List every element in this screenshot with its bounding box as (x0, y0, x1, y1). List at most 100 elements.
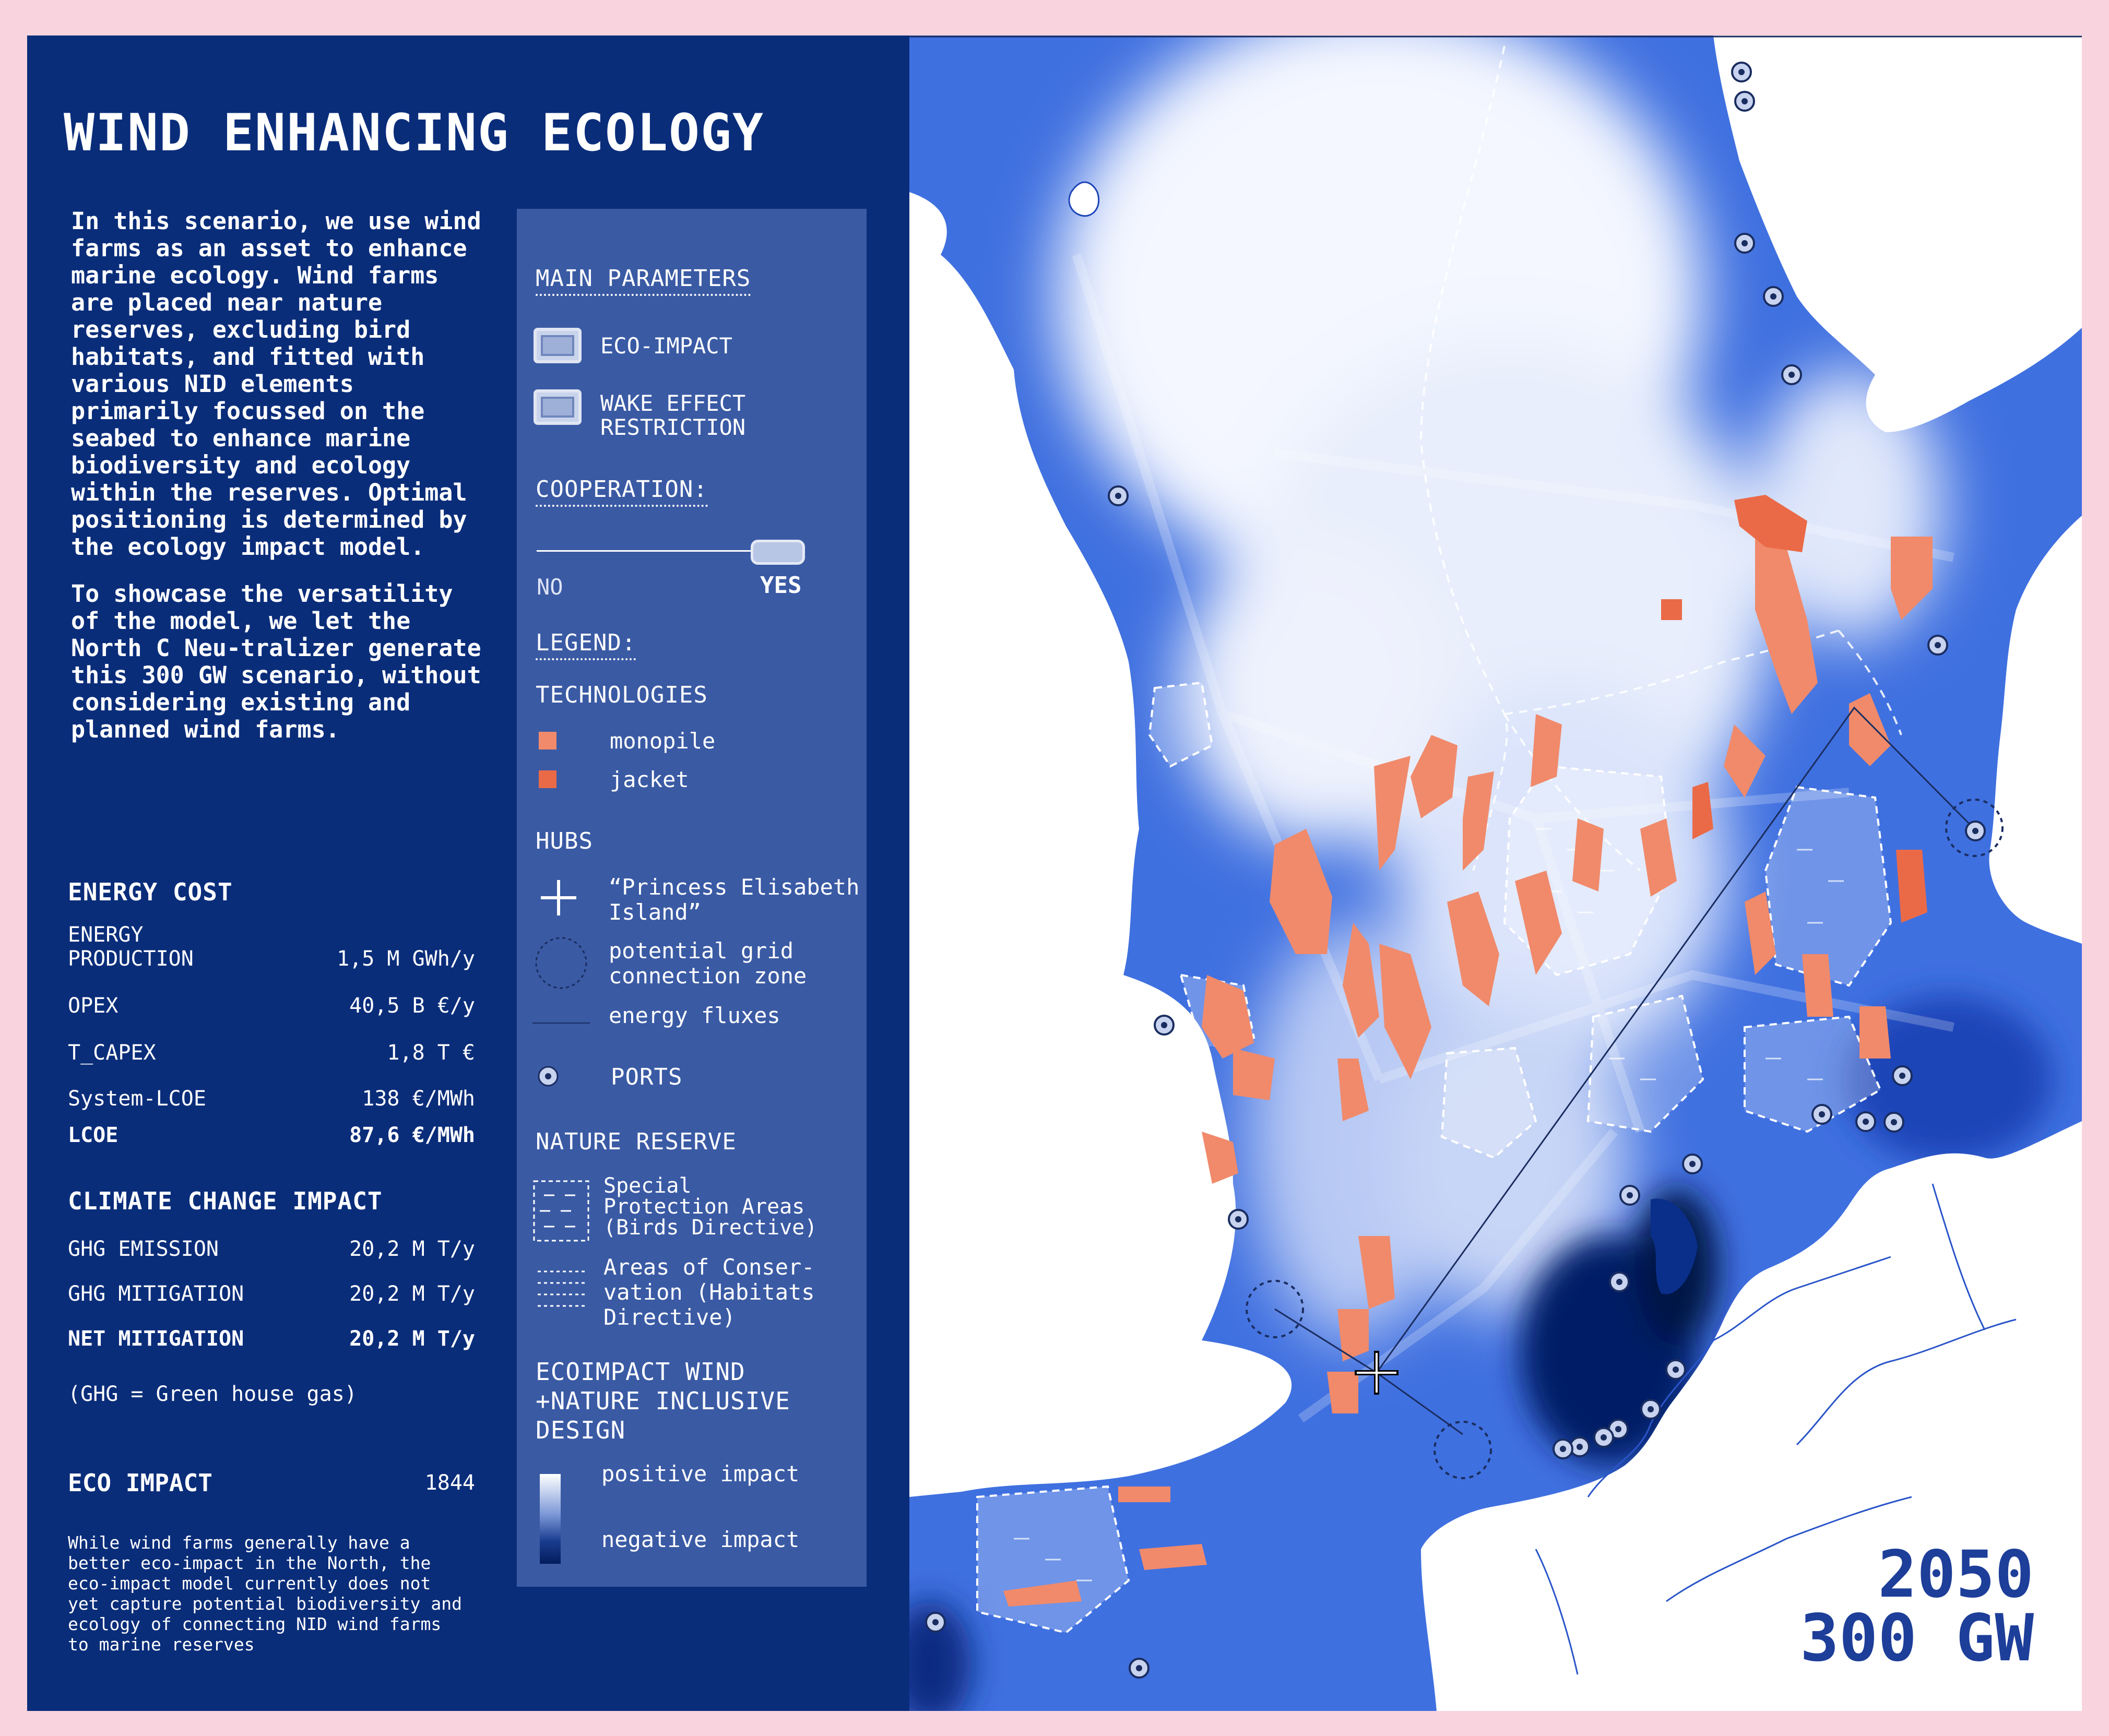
intro-paragraph-2: To showcase the versatility of the model… (71, 580, 481, 743)
metric-label: System-LCOE (68, 1087, 206, 1111)
metric-energy-production: ENERGY PRODUCTION 1,5 M GWh/y (68, 923, 475, 971)
energy-flux-line-icon (532, 1022, 590, 1024)
ports-label: PORTS (611, 1064, 683, 1090)
uk-land (909, 192, 1292, 1497)
cooperation-no-label: NO (537, 574, 563, 600)
hub-highlight (1357, 1353, 1396, 1393)
ecoimpact-heading: ECOIMPACT WIND +NATURE INCLUSIVE DESIGN (536, 1358, 790, 1444)
legend-heading: LEGEND: (536, 629, 636, 660)
port-marker-dot (1627, 1192, 1633, 1198)
port-marker-dot (1115, 493, 1121, 499)
metric-lcoe: LCOE 87,6 €/MWh (68, 1123, 475, 1147)
grid-zone-circle-icon (535, 937, 587, 989)
nature-reserve-heading: NATURE RESERVE (536, 1128, 737, 1155)
metric-value: 138 €/MWh (362, 1087, 475, 1111)
monopile-swatch (539, 732, 556, 750)
special-protection-label: Special Protection Areas (Birds Directiv… (603, 1174, 817, 1240)
island-shape (1068, 181, 1100, 217)
metric-value: 40,5 B €/y (349, 994, 475, 1018)
energy-cost-heading: ENERGY COST (68, 878, 233, 906)
eco-impact-row: ECO IMPACT 1844 (68, 1469, 475, 1497)
port-marker-dot (1770, 293, 1776, 300)
port-marker-dot (932, 1619, 939, 1625)
wake-effect-toggle[interactable] (534, 389, 582, 425)
jacket-swatch (539, 770, 556, 788)
port-marker-dot (1648, 1406, 1654, 1412)
metric-label: GHG EMISSION (68, 1237, 219, 1261)
map-canvas (909, 35, 2082, 1711)
port-marker-dot (1738, 69, 1745, 75)
port-marker-dot (1741, 98, 1748, 104)
eco-impact-toggle[interactable] (534, 328, 582, 363)
page-title: WIND ENHANCING ECOLOGY (64, 103, 765, 163)
port-marker-dot (1577, 1444, 1583, 1450)
ports-layer (925, 62, 1986, 1679)
metric-opex: OPEX 40,5 B €/y (68, 994, 475, 1018)
port-marker-dot (1235, 1216, 1241, 1222)
conservation-area-icon (538, 1270, 585, 1307)
port-marker-dot (1972, 828, 1978, 834)
conservation-label: Areas of Conser- vation (Habitats Direct… (603, 1254, 815, 1330)
eco-impact-label: ECO IMPACT (68, 1469, 212, 1497)
grid-connection-zones (1246, 799, 2004, 1479)
metric-tcapex: T_CAPEX 1,8 T € (68, 1041, 475, 1065)
monopile-farms (1003, 537, 1933, 1607)
port-marker-dot (1616, 1279, 1622, 1285)
poster-frame: WIND ENHANCING ECOLOGY In this scenario,… (27, 35, 2082, 1711)
hub-cross-icon (541, 880, 576, 915)
positive-impact-label: positive impact (601, 1461, 800, 1487)
metric-value: 87,6 €/MWh (349, 1123, 475, 1147)
cooperation-yes-label: YES (760, 572, 802, 599)
metric-label: GHG MITIGATION (68, 1282, 244, 1306)
norway-land (1713, 35, 2082, 432)
port-marker-dot (1935, 642, 1941, 648)
eco-impact-value: 1844 (424, 1471, 475, 1495)
country-borders (1535, 1183, 2017, 1675)
technologies-heading: TECHNOLOGIES (536, 682, 708, 708)
port-marker-dot (1689, 1161, 1696, 1167)
ghg-note: (GHG = Green house gas) (68, 1382, 357, 1406)
intro-paragraph-1: In this scenario, we use wind farms as a… (71, 207, 481, 561)
scenario-year: 2050 (1878, 1537, 2034, 1612)
param-label-eco-impact: ECO-IMPACT (600, 333, 732, 359)
impact-gradient-bar (540, 1474, 561, 1564)
metric-value: 1,8 T € (387, 1041, 475, 1065)
metric-label: NET MITIGATION (68, 1327, 244, 1351)
metric-label: ENERGY PRODUCTION (68, 923, 194, 971)
maritime-boundaries (1419, 45, 1902, 872)
port-marker-dot (1819, 1111, 1825, 1117)
port-marker-dot (1615, 1426, 1621, 1432)
cooperation-slider-knob[interactable] (751, 540, 805, 565)
sidebar: WIND ENHANCING ECOLOGY In this scenario,… (27, 35, 909, 1711)
port-marker-dot (1560, 1446, 1566, 1452)
metric-value: 20,2 M T/y (349, 1282, 475, 1306)
port-marker-dot (1863, 1119, 1869, 1125)
energy-fluxes-label: energy fluxes (609, 1003, 780, 1028)
metric-label: LCOE (68, 1123, 119, 1147)
special-protection-area-icon (533, 1180, 589, 1242)
energy-flux-lines (1274, 706, 1975, 1435)
port-marker-dot (1891, 1119, 1897, 1125)
port-marker-dot (1741, 240, 1748, 246)
north-sea-map: 2050 300 GW (909, 35, 2082, 1711)
port-marker-dot (1601, 1434, 1607, 1441)
inland-water (1651, 1198, 1698, 1294)
port-marker-dot (1899, 1073, 1905, 1079)
metric-label: OPEX (68, 994, 119, 1018)
port-marker-dot (1788, 372, 1795, 378)
cooperation-slider-track[interactable] (537, 550, 766, 552)
hubs-heading: HUBS (536, 828, 593, 854)
monopile-label: monopile (610, 728, 716, 754)
climate-heading: CLIMATE CHANGE IMPACT (68, 1187, 383, 1215)
metric-value: 1,5 M GWh/y (337, 947, 475, 971)
legend-panel: MAIN PARAMETERS ECO-IMPACT WAKE EFFECT R… (517, 209, 867, 1587)
main-parameters-heading: MAIN PARAMETERS (536, 265, 751, 296)
intro-text: In this scenario, we use wind farms as a… (71, 208, 483, 763)
grid-zone-label: potential grid connection zone (609, 938, 807, 989)
cooperation-heading: COOPERATION: (536, 476, 708, 507)
metric-ghg-emission: GHG EMISSION 20,2 M T/y (68, 1237, 475, 1261)
param-label-wake-effect: WAKE EFFECT RESTRICTION (600, 390, 746, 440)
scenario-capacity: 300 GW (1800, 1601, 2034, 1676)
metric-value: 20,2 M T/y (349, 1327, 475, 1351)
scenario-label: 2050 300 GW (1800, 1537, 2034, 1676)
